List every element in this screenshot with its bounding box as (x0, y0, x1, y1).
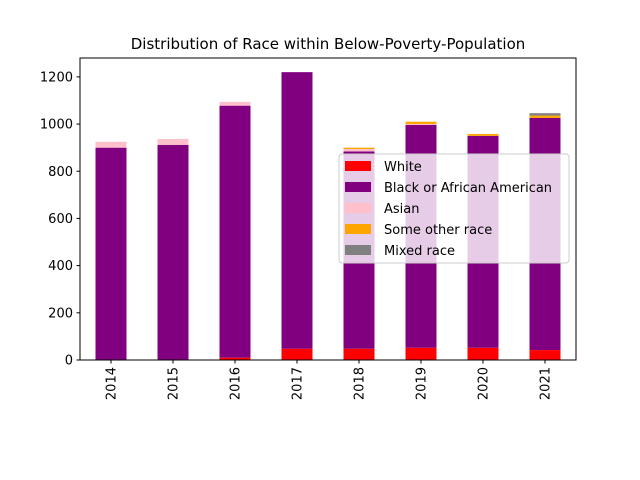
bar-black-or-african-american-2014 (95, 147, 127, 360)
x-tick-label-2019: 2019 (415, 367, 430, 400)
bar-some-other-race-2019 (405, 121, 437, 125)
legend-label-some-other-race: Some other race (384, 223, 492, 238)
y-axis: 0 200 400 600 800 1000 1200 (40, 70, 80, 369)
bar-white-2017 (281, 348, 313, 360)
y-tick-label-200: 200 (48, 306, 73, 321)
bar-asian-2014 (95, 141, 127, 148)
bar-some-other-race-2018 (343, 147, 375, 150)
y-tick-label-800: 800 (48, 165, 73, 180)
legend-swatch-asian (345, 203, 371, 213)
bar-some-other-race-2021 (529, 115, 561, 118)
bar-asian-2019 (405, 124, 437, 125)
x-tick-label-2018: 2018 (353, 367, 368, 400)
legend-label-white: White (384, 160, 422, 175)
bar-white-2018 (343, 348, 375, 360)
bar-asian-2015 (157, 138, 189, 145)
y-tick-label-1200: 1200 (40, 70, 73, 85)
y-tick-label-1000: 1000 (40, 118, 73, 133)
legend-box (338, 153, 570, 264)
bar-black-or-african-american-2016 (219, 105, 251, 358)
legend-label-black-or-african-american: Black or African American (384, 181, 552, 196)
y-tick-label-400: 400 (48, 259, 73, 274)
bar-asian-2016 (219, 101, 251, 106)
bar-black-or-african-american-2015 (157, 144, 189, 360)
legend-label-asian: Asian (384, 202, 419, 217)
bar-white-2021 (529, 350, 561, 360)
x-tick-label-2021: 2021 (539, 367, 554, 400)
bar-white-2020 (467, 347, 499, 360)
x-axis: 2014 2015 2016 2017 2018 2019 2020 2021 (105, 360, 554, 400)
y-tick-label-600: 600 (48, 212, 73, 227)
bar-white-2019 (405, 347, 437, 360)
legend-swatch-some-other-race (345, 224, 371, 234)
legend-swatch-white (345, 161, 371, 171)
bar-black-or-african-american-2017 (281, 72, 313, 349)
legend-label-mixed-race: Mixed race (384, 244, 455, 259)
bar-mixed-race-2021 (529, 113, 561, 116)
bar-asian-2018 (343, 149, 375, 152)
x-tick-label-2014: 2014 (105, 367, 120, 400)
y-tick-label-0: 0 (65, 354, 73, 369)
legend-swatch-mixed-race (345, 245, 371, 255)
x-tick-label-2017: 2017 (291, 367, 306, 400)
bar-white-2016 (219, 357, 251, 360)
legend: White Black or African American Asian Some … (338, 153, 570, 264)
x-tick-label-2016: 2016 (229, 367, 244, 400)
legend-swatch-black-or-african-american (345, 182, 371, 192)
axes-frame (79, 57, 577, 361)
x-tick-label-2020: 2020 (477, 367, 492, 400)
chart-title: Distribution of Race within Below-Povert… (131, 35, 526, 53)
x-tick-label-2015: 2015 (167, 367, 182, 400)
bar-some-other-race-2020 (467, 133, 499, 136)
